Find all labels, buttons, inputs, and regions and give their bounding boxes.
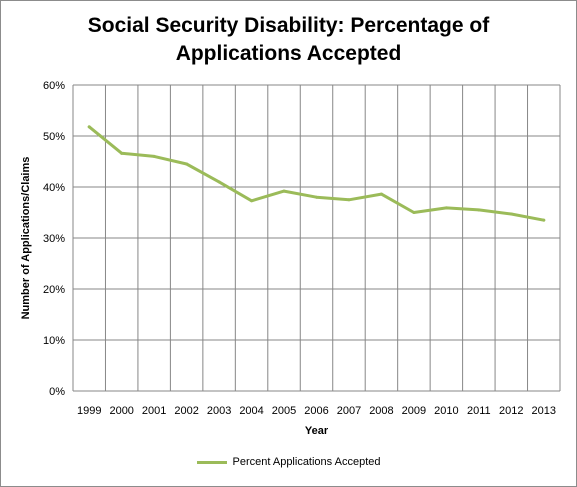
x-tick-label: 2002 [174,405,198,417]
x-tick-label: 2008 [369,405,393,417]
x-tick-label: 2000 [109,405,133,417]
series-line [87,125,546,222]
y-tick-label: 30% [43,233,65,245]
data-point [87,125,91,129]
x-tick-label: 2001 [142,405,166,417]
data-point [509,212,513,216]
y-tick-label: 60% [43,80,65,92]
y-tick-label: 20% [43,284,65,296]
tick-labels: 0% 10% 20% 30% 40% 50% 60% 1999 2000 2001 2002 2003… [43,80,556,417]
data-point [412,211,416,214]
x-tick-label: 2003 [207,405,231,417]
x-tick-label: 2004 [239,405,263,417]
x-tick-label: 2010 [434,405,458,417]
legend-swatch [196,460,227,464]
data-point [444,206,448,210]
x-tick-label: 2006 [304,405,328,417]
chart-title: Social Security Disability: Percentage o… [0,12,577,68]
chart-title-line-2: Applications Accepted [175,42,402,65]
data-point [477,208,481,212]
data-point [250,199,254,203]
data-point [315,195,318,199]
x-tick-label: 2005 [272,405,296,417]
data-point [542,218,546,222]
x-tick-label: 2012 [499,405,523,417]
y-tick-label: 40% [43,182,65,194]
y-axis-title: Number of Applications/Claims [20,157,32,320]
data-point [152,154,156,158]
data-point [282,189,286,193]
x-tick-label: 2007 [337,405,361,417]
data-point [185,162,189,166]
data-point [379,192,383,196]
chart-title-line-1: Social Security Disability: Percentage o… [87,14,490,37]
x-tick-label: 1999 [77,405,101,417]
x-tick-label: 2011 [467,405,491,417]
y-tick-label: 0% [49,386,65,398]
legend-label: Percent Applications Accepted [232,456,381,468]
x-tick-label: 2009 [402,405,426,417]
y-tick-label: 10% [43,335,65,347]
y-tick-label: 50% [43,131,65,143]
gridlines [72,84,561,392]
x-tick-label: 2013 [532,405,556,417]
data-point [347,198,351,202]
x-axis-title: Year [305,425,329,437]
series-lines [87,125,546,222]
data-point [217,180,221,184]
data-point [120,151,124,155]
legend: Percent Applications Accepted [0,456,577,468]
